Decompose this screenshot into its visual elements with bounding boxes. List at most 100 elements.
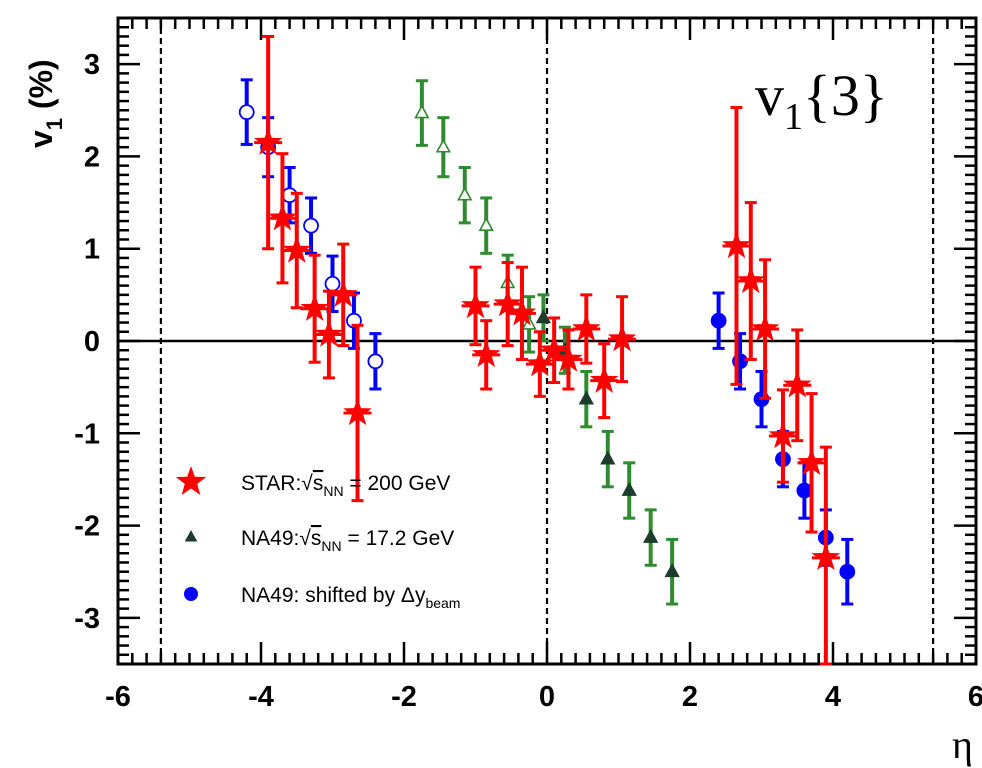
- sqrt-var: s: [313, 472, 324, 495]
- star-point: [507, 265, 537, 361]
- star-marker: [328, 279, 358, 307]
- star-marker: [282, 235, 312, 263]
- x-tick-label: 6: [968, 681, 982, 713]
- legend-label: STAR:√sNN = 200 GeV: [241, 472, 450, 499]
- na49-shifted-series: [238, 78, 856, 606]
- na49-shifted-marker: [796, 482, 813, 499]
- star-point: [493, 261, 522, 348]
- annotation-label: v1{3}: [755, 63, 888, 138]
- star-point: [282, 191, 312, 310]
- star-point: [554, 328, 583, 391]
- legend-label: NA49: shifted by Δybeam: [241, 584, 460, 611]
- legend-label: NA49:√sNN = 17.2 GeV: [241, 527, 454, 554]
- na49-point: [600, 429, 616, 489]
- star-point: [314, 289, 344, 380]
- na49-point: [643, 508, 659, 567]
- star-marker: [722, 230, 751, 259]
- x-tick-label: 4: [825, 681, 841, 713]
- star-marker: [525, 349, 555, 377]
- na49-shifted-marker: [281, 187, 298, 204]
- delta-symbol: Δy: [401, 584, 426, 607]
- star-point: [328, 242, 358, 348]
- x-tick-label: -2: [391, 681, 417, 713]
- na49-point: [578, 369, 594, 429]
- legend-prefix: NA49:: [241, 527, 299, 550]
- star-point: [607, 295, 637, 384]
- x-tick-label: -4: [248, 681, 274, 713]
- axis-ticks: -6 -4 -2 0 2 4 6 -3 -2 -1 0 1 2 3: [74, 16, 982, 713]
- na49-point: [535, 293, 552, 343]
- na49-shifted-point: [839, 537, 856, 606]
- y-tick-label: 2: [84, 141, 100, 173]
- star-point: [750, 258, 780, 400]
- star-marker: [300, 293, 329, 321]
- star-marker: [343, 397, 372, 426]
- na49-marker: [621, 481, 637, 496]
- y-tick-label: 1: [84, 234, 100, 266]
- legend-star-marker: [175, 466, 207, 495]
- x-tick-label: 0: [539, 681, 555, 713]
- star-marker: [797, 447, 826, 475]
- na49-shifted-point: [367, 332, 384, 391]
- data-layer: [238, 34, 856, 666]
- star-point: [343, 323, 372, 503]
- delta-sub: beam: [425, 595, 460, 611]
- star-point: [589, 342, 619, 420]
- star-marker: [554, 344, 583, 372]
- star-point: [525, 330, 555, 398]
- legend-entry-star: STAR:√sNN = 200 GeV: [175, 466, 450, 499]
- star-point: [572, 293, 601, 365]
- x-tick-label: 2: [682, 681, 698, 713]
- y-axis-title: v1 (%): [23, 59, 67, 148]
- x-tick-label: -6: [105, 681, 131, 713]
- star-point: [268, 152, 297, 285]
- legend-prefix: NA49: shifted by: [241, 584, 401, 607]
- star-point: [736, 201, 766, 361]
- star-point: [461, 265, 490, 347]
- legend-suffix: = 200 GeV: [344, 472, 451, 495]
- na49-marker: [414, 104, 430, 119]
- star-point: [471, 319, 501, 391]
- star-point: [797, 392, 826, 534]
- na49-marker: [535, 309, 552, 324]
- star-point: [722, 106, 751, 386]
- na49-shifted-marker: [303, 217, 319, 234]
- star-marker: [507, 298, 537, 326]
- legend-circle-marker: [184, 587, 198, 601]
- y-tick-label: 0: [84, 326, 100, 358]
- sqrt-sign: √: [301, 472, 313, 495]
- star-point: [253, 34, 283, 251]
- legend-entry-na49: NA49:√sNN = 17.2 GeV: [184, 527, 454, 554]
- na49-shifted-marker: [367, 353, 384, 370]
- na49-shifted-point: [238, 78, 255, 146]
- y-tick-label: -3: [74, 603, 100, 635]
- star-point: [300, 253, 329, 364]
- star-marker: [811, 542, 841, 571]
- na49-shifted-marker: [710, 312, 727, 329]
- x-axis-title: η: [952, 722, 973, 767]
- star-marker: [461, 290, 490, 319]
- star-marker: [750, 314, 780, 342]
- star-marker: [314, 319, 344, 347]
- na49-marker: [600, 450, 616, 465]
- na49-point: [621, 461, 637, 520]
- sqrt-sub: NN: [321, 538, 341, 554]
- legend-prefix: STAR:: [241, 472, 301, 495]
- na49-shifted-point: [710, 291, 727, 350]
- star-marker: [253, 127, 283, 155]
- y-tick-label: -2: [74, 511, 100, 543]
- y-tick-label: 3: [84, 49, 100, 81]
- na49-point: [664, 537, 680, 606]
- na49-marker: [457, 186, 473, 201]
- na49-shifted-marker: [324, 275, 341, 292]
- sqrt-sub: NN: [323, 483, 343, 499]
- legend-suffix: = 17.2 GeV: [342, 527, 455, 550]
- na49-shifted-marker: [839, 563, 856, 580]
- na49-marker: [478, 216, 494, 231]
- na49-marker: [643, 528, 659, 543]
- y-tick-label: -1: [74, 418, 100, 450]
- star-marker: [589, 365, 619, 393]
- star-marker: [471, 339, 501, 367]
